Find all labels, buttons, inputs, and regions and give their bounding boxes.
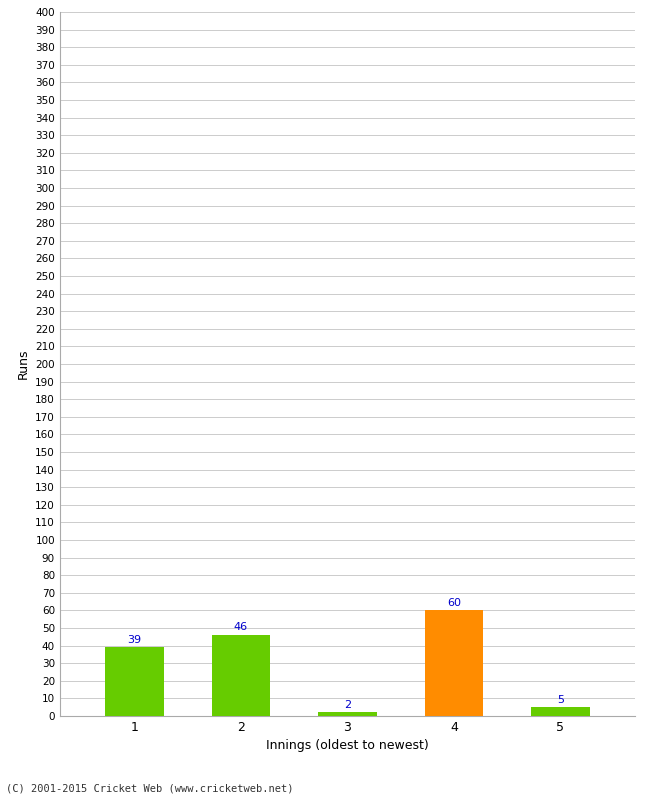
Y-axis label: Runs: Runs [17, 349, 30, 379]
Text: 60: 60 [447, 598, 461, 608]
Text: 2: 2 [344, 700, 351, 710]
Text: (C) 2001-2015 Cricket Web (www.cricketweb.net): (C) 2001-2015 Cricket Web (www.cricketwe… [6, 784, 294, 794]
Bar [318, 713, 377, 716]
Bar [212, 635, 270, 716]
X-axis label: Innings (oldest to newest): Innings (oldest to newest) [266, 739, 429, 753]
Bar [531, 707, 590, 716]
Bar [424, 610, 483, 716]
Text: 5: 5 [557, 694, 564, 705]
Text: 39: 39 [127, 634, 142, 645]
Text: 46: 46 [234, 622, 248, 632]
Bar [105, 647, 164, 716]
